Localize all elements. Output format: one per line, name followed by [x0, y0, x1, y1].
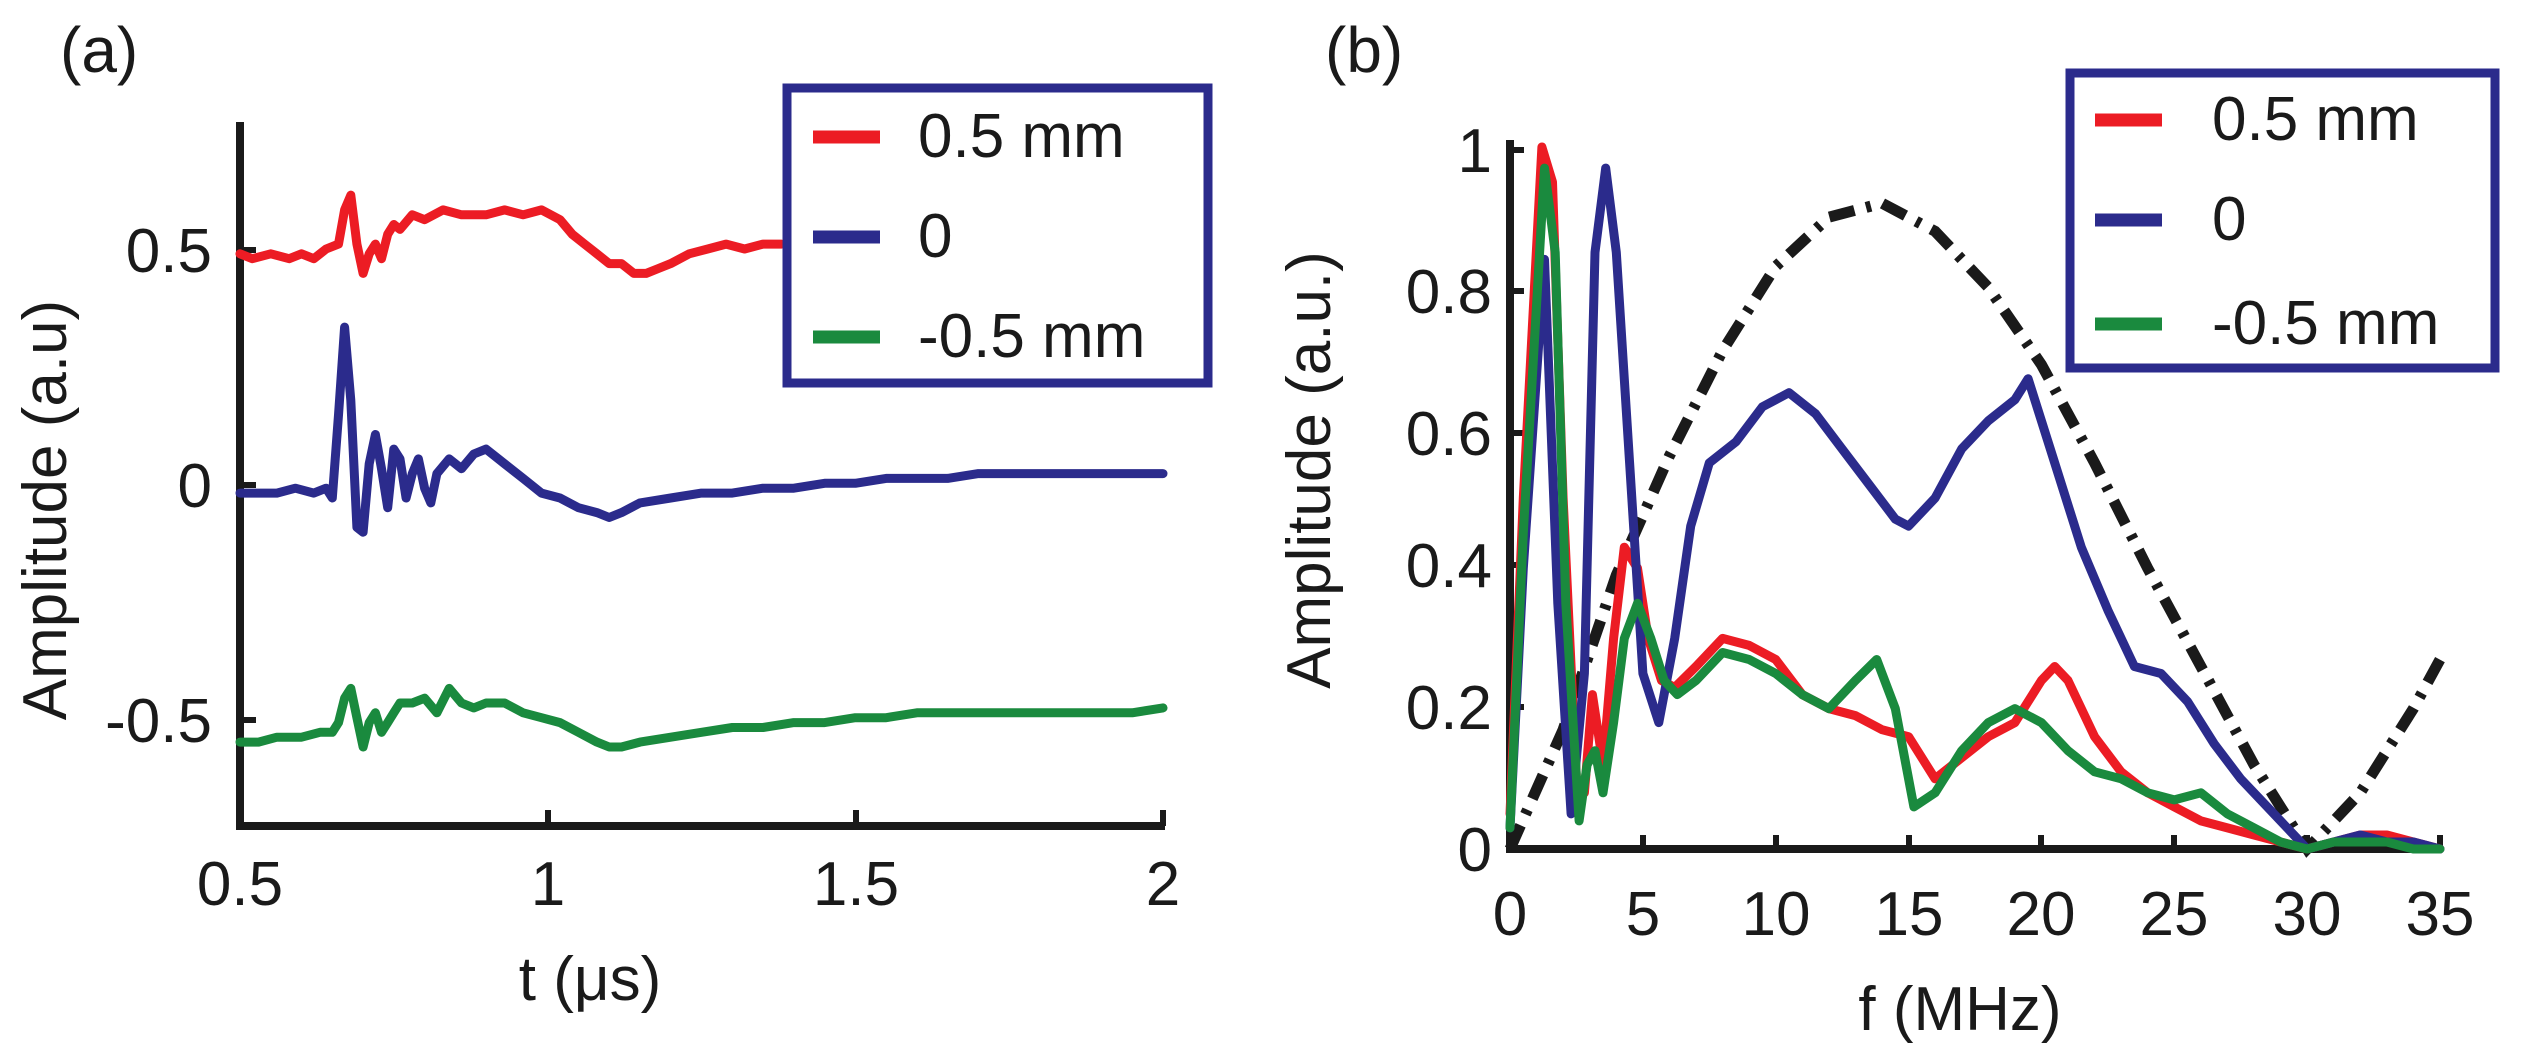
panel-b-x-tick-label-6: 30 — [2273, 880, 2342, 949]
panel-a-x-tick-label-3: 2 — [1146, 850, 1180, 919]
panel-b-x-axis-label: f (MHz) — [1858, 975, 2061, 1044]
panel-b-y-tick-label-2: 0.4 — [1406, 532, 1492, 601]
panel-b-y-tick-label-5: 1 — [1458, 117, 1492, 186]
panel-a-x-tick-label-1: 1 — [531, 850, 565, 919]
panel-a-y-tick-label-0: -0.5 — [105, 687, 212, 756]
panel-a-series-0.5mm-line — [235, 190, 786, 278]
panel-a-x-axis-label: t (μs) — [519, 945, 661, 1014]
panel-b-series-0.5mm-line — [1505, 142, 2445, 854]
panel-b-x-tick-label-1: 5 — [1626, 880, 1660, 949]
panel-a-legend-label-minus0.5mm: -0.5 mm — [918, 302, 1145, 371]
panel-b-y-tick-label-1: 0.2 — [1406, 674, 1492, 743]
panel-b-y-axis-label: Amplitude (a.u.) — [1275, 251, 1344, 689]
panel-b-x-tick-label-0: 0 — [1493, 880, 1527, 949]
panel-b-x-tick-label-7: 35 — [2406, 880, 2475, 949]
panel-b-legend: 0.5 mm 0 -0.5 mm — [2065, 68, 2500, 373]
panel-a-x-tick-label-2: 1.5 — [813, 850, 899, 919]
panel-a-legend: 0.5 mm 0 -0.5 mm — [782, 83, 1213, 388]
panel-b-frequency-spectra: (b) f (MHz) Amplitude (a.u.) 0 5 10 15 2… — [1275, 14, 2500, 1044]
panel-a-y-axis-label: Amplitude (a.u) — [11, 300, 80, 720]
panel-a-legend-label-0: 0 — [918, 202, 952, 271]
panel-b-legend-label-minus0.5mm: -0.5 mm — [2212, 289, 2439, 358]
panel-b-x-tick-label-3: 15 — [1875, 880, 1944, 949]
panel-a-time-signals: (a) t (μs) Amplitude (a.u) 0.5 1 1.5 2 -… — [11, 14, 1213, 1014]
panel-a-series-minus0.5mm-line — [235, 683, 1168, 752]
panel-a-x-tick-label-0: 0.5 — [197, 850, 283, 919]
panel-b-y-tick-label-0: 0 — [1458, 816, 1492, 885]
panel-b-x-tick-label-4: 20 — [2007, 880, 2076, 949]
panel-a-series-0-line — [235, 322, 1168, 537]
panel-a-legend-label-0.5mm: 0.5 mm — [918, 102, 1125, 171]
panel-b-x-tick-label-5: 25 — [2140, 880, 2209, 949]
panel-b-series-minus0.5mm-line — [1505, 163, 2445, 854]
panel-a-y-tick-label-2: 0.5 — [126, 217, 212, 286]
panel-a-y-tick-label-1: 0 — [178, 452, 212, 521]
panel-a-label: (a) — [60, 14, 138, 86]
panel-b-y-tick-label-4: 0.8 — [1406, 258, 1492, 327]
panel-b-legend-label-0: 0 — [2212, 185, 2246, 254]
panel-b-legend-label-0.5mm: 0.5 mm — [2212, 85, 2419, 154]
panel-b-x-tick-label-2: 10 — [1742, 880, 1811, 949]
panel-b-label: (b) — [1325, 14, 1403, 86]
panel-b-y-tick-label-3: 0.6 — [1406, 400, 1492, 469]
panel-b-series-0-line — [1505, 163, 2445, 854]
